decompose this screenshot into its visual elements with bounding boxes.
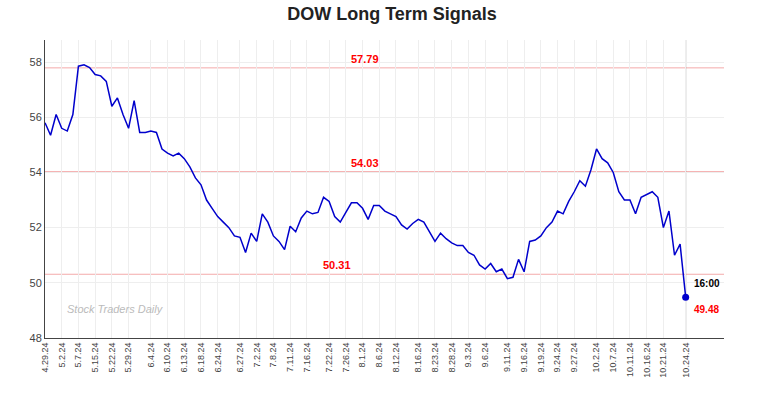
svg-text:58: 58 [30, 56, 42, 68]
svg-text:8.23.24: 8.23.24 [430, 343, 440, 373]
svg-text:9.6.24: 9.6.24 [480, 343, 490, 368]
svg-text:4.29.24: 4.29.24 [40, 343, 50, 373]
svg-text:5.7.24: 5.7.24 [73, 343, 83, 368]
svg-text:8.1.24: 8.1.24 [357, 343, 367, 368]
svg-text:9.27.24: 9.27.24 [569, 343, 579, 373]
svg-text:7.16.24: 7.16.24 [302, 343, 312, 373]
svg-text:50.31: 50.31 [323, 259, 351, 271]
svg-text:6.4.24: 6.4.24 [146, 343, 156, 368]
svg-text:5.2.24: 5.2.24 [57, 343, 67, 368]
svg-text:7.22.24: 7.22.24 [324, 343, 334, 373]
svg-text:9.24.24: 9.24.24 [552, 343, 562, 373]
svg-text:6.13.24: 6.13.24 [179, 343, 189, 373]
svg-text:8.16.24: 8.16.24 [413, 343, 423, 373]
svg-text:50: 50 [30, 277, 42, 289]
svg-text:54.03: 54.03 [351, 157, 379, 169]
svg-text:10.11.24: 10.11.24 [625, 343, 635, 377]
svg-text:9.19.24: 9.19.24 [536, 343, 546, 373]
svg-text:10.16.24: 10.16.24 [642, 343, 652, 378]
svg-text:57.79: 57.79 [351, 53, 379, 65]
svg-text:Stock Traders Daily: Stock Traders Daily [67, 303, 164, 315]
svg-text:56: 56 [30, 111, 42, 123]
svg-text:52: 52 [30, 221, 42, 233]
svg-text:7.8.24: 7.8.24 [268, 343, 278, 368]
svg-text:6.18.24: 6.18.24 [196, 343, 206, 373]
svg-text:5.15.24: 5.15.24 [90, 343, 100, 373]
svg-text:6.24.24: 6.24.24 [213, 343, 223, 373]
svg-text:10.21.24: 10.21.24 [658, 343, 668, 378]
svg-text:10.24.24: 10.24.24 [681, 343, 691, 378]
svg-text:DOW Long Term Signals: DOW Long Term Signals [287, 4, 497, 24]
svg-text:16:00: 16:00 [694, 278, 720, 289]
svg-text:6.27.24: 6.27.24 [235, 343, 245, 373]
svg-text:7.11.24: 7.11.24 [285, 343, 295, 372]
svg-text:10.7.24: 10.7.24 [608, 343, 618, 373]
svg-text:8.6.24: 8.6.24 [374, 343, 384, 368]
svg-text:10.2.24: 10.2.24 [591, 343, 601, 373]
svg-text:8.12.24: 8.12.24 [391, 343, 401, 373]
svg-text:9.3.24: 9.3.24 [463, 343, 473, 368]
svg-text:5.29.24: 5.29.24 [123, 343, 133, 373]
svg-text:48: 48 [30, 332, 42, 344]
svg-text:6.10.24: 6.10.24 [162, 343, 172, 373]
svg-text:7.26.24: 7.26.24 [341, 343, 351, 373]
svg-text:9.11.24: 9.11.24 [502, 343, 512, 372]
svg-text:7.2.24: 7.2.24 [252, 343, 262, 368]
svg-text:8.28.24: 8.28.24 [447, 343, 457, 373]
svg-text:9.16.24: 9.16.24 [519, 343, 529, 373]
svg-text:49.48: 49.48 [694, 304, 719, 315]
svg-text:5.22.24: 5.22.24 [107, 343, 117, 373]
svg-text:54: 54 [30, 166, 42, 178]
